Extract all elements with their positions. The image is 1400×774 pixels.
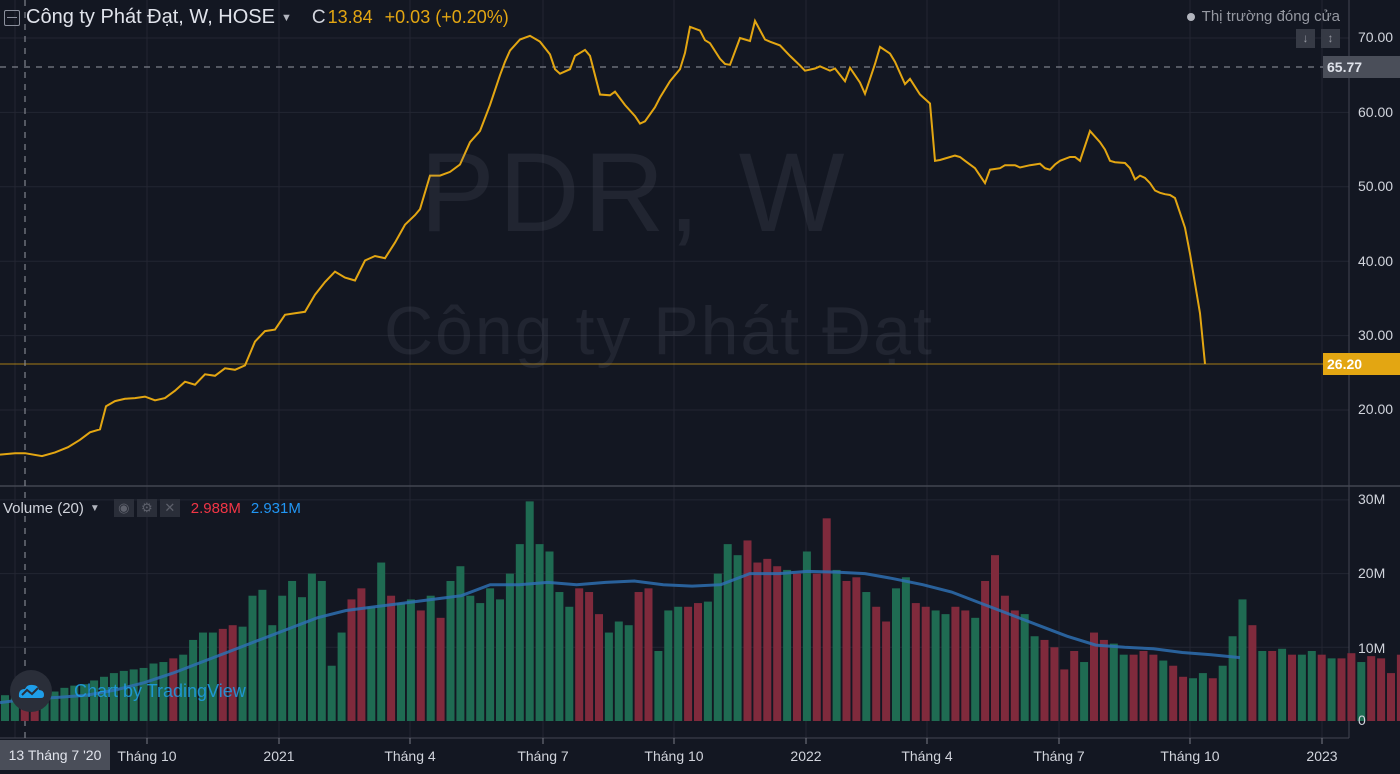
time-axis-ticks: [146, 738, 1323, 744]
dashed-level-tag: 65.77: [1323, 56, 1400, 78]
volume-ma-value: 2.931M: [250, 499, 301, 517]
change-value: +0.03 (+0.20%): [384, 7, 509, 27]
price-line: [0, 18, 1206, 458]
close-value: 13.84: [327, 7, 373, 27]
market-status: Thị trường đóng cửa: [1186, 8, 1340, 25]
volume-tick: 10M: [1358, 640, 1386, 656]
crosshair-date-label: 13 Tháng 7 '20: [0, 740, 110, 770]
tradingview-logo-icon: [10, 670, 52, 712]
time-label: 2023: [1306, 748, 1338, 764]
time-label: Tháng 10: [1160, 748, 1220, 764]
collapse-legend-icon[interactable]: [4, 9, 20, 26]
price-tick: 60.00: [1358, 104, 1394, 120]
gear-icon[interactable]: ⚙: [136, 499, 157, 517]
chevron-down-icon[interactable]: ▼: [280, 11, 292, 24]
status-dot-icon: [1186, 12, 1195, 21]
price-tick: 70.00: [1358, 29, 1394, 45]
time-label: Tháng 4: [384, 748, 436, 764]
close-icon[interactable]: ✕: [159, 499, 180, 517]
time-label: Tháng 7: [1033, 748, 1085, 764]
tradingview-badge[interactable]: Chart by TradingView: [10, 670, 246, 712]
chevron-down-icon[interactable]: ▼: [89, 502, 100, 514]
volume-value: 2.988M: [190, 499, 241, 517]
scale-buttons: ↓ ↕: [1296, 29, 1340, 48]
symbol-legend: Công ty Phát Đạt, W, HOSE ▼ C 13.84 +0.0…: [4, 6, 509, 29]
volume-ma-line: [0, 569, 1241, 705]
volume-legend: Volume (20) ▼ ◉ ⚙ ✕ 2.988M 2.931M: [3, 499, 301, 517]
close-label: C: [311, 6, 326, 28]
volume-title[interactable]: Volume (20): [3, 499, 84, 517]
price-tick: 40.00: [1358, 253, 1394, 269]
time-label: Tháng 10: [117, 748, 177, 764]
time-label: Tháng 4: [901, 748, 953, 764]
volume-bars: [1, 501, 1400, 721]
market-status-text: Thị trường đóng cửa: [1201, 8, 1340, 25]
arrow-down-icon[interactable]: ↓: [1296, 29, 1315, 48]
eye-icon[interactable]: ◉: [113, 499, 134, 517]
volume-tick: 30M: [1358, 491, 1386, 507]
volume-tick: 0: [1358, 712, 1366, 728]
time-label: 2022: [790, 748, 822, 764]
price-tick: 20.00: [1358, 401, 1394, 417]
price-tick: 50.00: [1358, 178, 1394, 194]
last-price-tag: 26.20: [1323, 353, 1400, 375]
time-label: 2021: [263, 748, 295, 764]
volume-tick: 20M: [1358, 565, 1386, 581]
symbol-title[interactable]: Công ty Phát Đạt, W, HOSE: [26, 6, 275, 28]
time-label: Tháng 10: [644, 748, 704, 764]
tradingview-text: Chart by TradingView: [74, 680, 246, 701]
arrow-updown-icon[interactable]: ↕: [1321, 29, 1340, 48]
price-tick: 30.00: [1358, 327, 1394, 343]
time-label: Tháng 7: [517, 748, 569, 764]
